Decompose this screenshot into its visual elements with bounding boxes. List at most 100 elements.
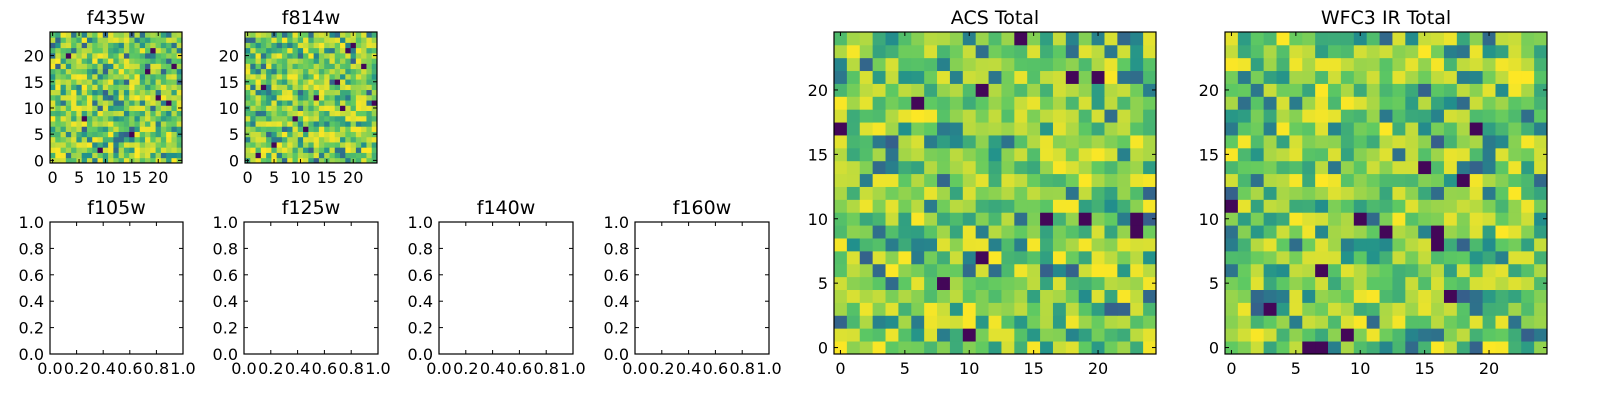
heatmap-cell xyxy=(266,142,272,148)
heatmap-cell xyxy=(260,131,267,138)
heatmap-cell xyxy=(255,121,262,127)
heatmap-cell xyxy=(86,121,93,127)
heatmap-cell xyxy=(898,160,912,175)
heatmap-cell xyxy=(118,126,125,132)
heatmap-cell xyxy=(102,68,109,75)
heatmap-cell xyxy=(1027,225,1041,239)
x-tick-label: 0.6 xyxy=(117,359,142,378)
heatmap-cell xyxy=(1014,250,1028,265)
heatmap-cell xyxy=(1456,250,1471,265)
heatmap-cell xyxy=(366,131,373,138)
heatmap-cell xyxy=(1143,109,1157,123)
heatmap-cell xyxy=(303,110,309,117)
x-tick-label: 15 xyxy=(1023,359,1043,378)
heatmap-cell xyxy=(160,152,167,159)
heatmap-cell xyxy=(92,73,98,80)
heatmap-cell xyxy=(139,73,146,80)
heatmap-cell xyxy=(1340,250,1355,265)
axes-frame xyxy=(833,31,1157,355)
heatmap-cell xyxy=(846,250,861,265)
heatmap-cell xyxy=(361,37,367,43)
heatmap-cell xyxy=(176,63,183,70)
x-tick-label: 0.2 xyxy=(258,359,283,378)
heatmap-cell xyxy=(1078,32,1092,46)
heatmap-cell xyxy=(297,105,304,111)
heatmap-cell xyxy=(1237,302,1252,316)
heatmap-cell xyxy=(334,100,341,106)
heatmap-cell xyxy=(1431,44,1445,59)
heatmap-cell xyxy=(292,157,299,164)
heatmap-cell xyxy=(97,152,104,159)
heatmap-cell xyxy=(846,83,861,97)
y-tick-label: 0.2 xyxy=(19,319,44,338)
heatmap-cell xyxy=(949,250,964,265)
heatmap-cell xyxy=(949,199,964,213)
y-tick-label: 0.2 xyxy=(213,319,238,338)
heatmap-cell xyxy=(885,238,899,252)
heatmap-cell xyxy=(155,110,162,117)
heatmap-cell xyxy=(250,126,256,132)
heatmap-cell xyxy=(898,96,912,110)
heatmap-cell xyxy=(1392,263,1406,278)
heatmap-cell xyxy=(329,115,336,122)
heatmap-cell xyxy=(949,122,964,136)
heatmap-cell xyxy=(97,73,104,80)
heatmap-cell xyxy=(1052,135,1067,149)
heatmap-cell xyxy=(1315,238,1329,252)
heatmap-cell xyxy=(123,136,130,143)
heatmap-cell xyxy=(1315,186,1329,200)
heatmap-cell xyxy=(1027,341,1041,355)
heatmap-cell xyxy=(1521,160,1535,175)
heatmap-cell xyxy=(1237,289,1252,303)
heatmap-cell xyxy=(937,289,951,303)
heatmap-cell xyxy=(134,152,141,159)
heatmap-cell xyxy=(266,131,272,138)
heatmap-cell xyxy=(150,147,156,153)
heatmap-cell xyxy=(988,96,1002,110)
heatmap-cell xyxy=(1353,147,1368,162)
heatmap-cell xyxy=(1014,122,1028,136)
heatmap-cell xyxy=(361,58,367,64)
heatmap-cell xyxy=(245,63,251,70)
heatmap-cell xyxy=(1027,57,1041,72)
heatmap-cell xyxy=(134,63,141,70)
heatmap-cell xyxy=(134,79,141,85)
heatmap-cell xyxy=(65,52,72,59)
heatmap-cell xyxy=(71,142,77,148)
heatmap-cell xyxy=(1379,135,1393,149)
heatmap-cell xyxy=(1104,57,1118,72)
heatmap-cell xyxy=(71,121,77,127)
heatmap-cell xyxy=(123,105,130,111)
heatmap-cell xyxy=(937,160,951,175)
heatmap-cell xyxy=(134,126,141,132)
heatmap-cell xyxy=(355,73,362,80)
heatmap-cell xyxy=(366,142,373,148)
heatmap-cell xyxy=(1276,199,1290,213)
heatmap-cell xyxy=(118,32,125,38)
heatmap-cell xyxy=(345,47,351,54)
heatmap-cell xyxy=(313,100,320,106)
heatmap-cell xyxy=(345,84,351,91)
heatmap-cell xyxy=(937,328,951,342)
heatmap-cell xyxy=(281,84,288,91)
heatmap-cell xyxy=(1328,199,1342,213)
heatmap-cell xyxy=(988,109,1002,123)
heatmap-cell xyxy=(260,32,267,38)
heatmap-cell xyxy=(1289,32,1303,46)
heatmap-cell xyxy=(1237,109,1252,123)
heatmap-cell xyxy=(281,136,288,143)
heatmap-cell xyxy=(1040,289,1054,303)
heatmap-cell xyxy=(123,121,130,127)
x-tick-label: 0.2 xyxy=(64,359,89,378)
heatmap-cell xyxy=(287,131,293,138)
heatmap-cell xyxy=(1143,57,1157,72)
heatmap-cell xyxy=(975,199,989,213)
heatmap-cell xyxy=(324,73,330,80)
heatmap-cell xyxy=(1078,122,1092,136)
heatmap-cell xyxy=(308,110,315,117)
heatmap-cell xyxy=(155,94,162,101)
heatmap-cell xyxy=(155,47,162,54)
heatmap-cell xyxy=(76,47,83,54)
heatmap-cell xyxy=(1027,70,1041,84)
heatmap-cell xyxy=(276,84,283,91)
